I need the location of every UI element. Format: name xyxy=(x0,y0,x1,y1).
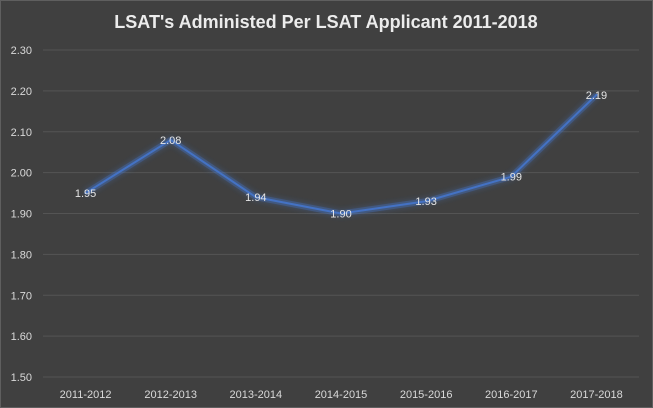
data-point xyxy=(84,191,87,195)
y-tick-label: 1.60 xyxy=(11,331,32,343)
data-point xyxy=(595,93,598,97)
x-tick-label: 2011-2012 xyxy=(60,389,112,401)
data-label: 1.93 xyxy=(415,196,436,208)
data-labels: 1.95 2.08 1.94 1.90 1.93 1.99 2.19 xyxy=(75,90,607,221)
x-tick-label: 2016-2017 xyxy=(485,389,538,401)
data-label: 1.94 xyxy=(245,192,266,204)
data-point xyxy=(339,212,343,215)
data-label: 1.95 xyxy=(75,188,96,200)
x-tick-label: 2017-2018 xyxy=(570,389,623,401)
data-point xyxy=(254,195,258,199)
series-line xyxy=(85,94,598,215)
data-label: 1.90 xyxy=(330,209,351,221)
data-point xyxy=(424,200,428,203)
y-tick-label: 1.50 xyxy=(11,372,32,384)
x-tick-label: 2014-2015 xyxy=(315,389,368,401)
data-point xyxy=(169,138,172,142)
y-tick-label: 1.90 xyxy=(11,209,32,221)
y-tick-label: 2.30 xyxy=(11,45,32,57)
data-label: 2.19 xyxy=(586,90,607,102)
data-label: 2.08 xyxy=(160,135,181,147)
x-axis: 2011-2012 2012-2013 2013-2014 2014-2015 2015… xyxy=(60,389,623,401)
x-tick-label: 2012-2013 xyxy=(144,389,197,401)
series-line xyxy=(83,92,599,217)
y-tick-label: 1.80 xyxy=(11,249,32,261)
y-tick-label: 2.10 xyxy=(11,127,32,139)
data-point xyxy=(510,175,513,178)
x-tick-label: 2013-2014 xyxy=(230,389,283,401)
y-tick-label: 2.00 xyxy=(11,168,32,180)
series-line-glow xyxy=(83,92,599,217)
x-tick-label: 2015-2016 xyxy=(400,389,453,401)
y-axis: 1.50 1.60 1.70 1.80 1.90 2.00 2.10 2.20 2.30 xyxy=(11,45,32,384)
chart-title: LSAT's Administed Per LSAT Applicant 201… xyxy=(114,12,537,32)
y-tick-label: 1.70 xyxy=(11,290,32,302)
y-tick-label: 2.20 xyxy=(11,86,32,98)
data-label: 1.99 xyxy=(501,172,522,184)
